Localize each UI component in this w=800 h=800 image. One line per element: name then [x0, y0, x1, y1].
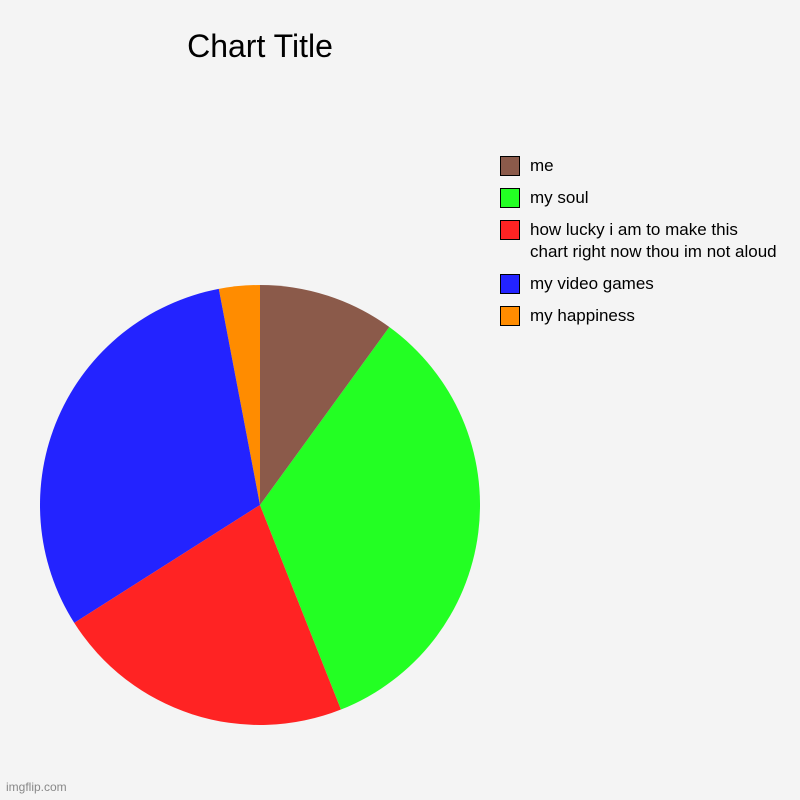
legend-swatch: [500, 188, 520, 208]
watermark: imgflip.com: [6, 780, 67, 794]
legend-swatch: [500, 306, 520, 326]
legend-item: my video games: [500, 273, 780, 295]
legend-label: my happiness: [530, 305, 780, 327]
legend: me my soul how lucky i am to make this cha…: [500, 155, 780, 338]
legend-item: how lucky i am to make this chart right …: [500, 219, 780, 263]
chart-title: Chart Title: [0, 28, 520, 65]
legend-swatch: [500, 274, 520, 294]
legend-label: me: [530, 155, 780, 177]
legend-item: my happiness: [500, 305, 780, 327]
legend-label: how lucky i am to make this chart right …: [530, 219, 780, 263]
legend-label: my video games: [530, 273, 780, 295]
legend-item: me: [500, 155, 780, 177]
legend-swatch: [500, 156, 520, 176]
legend-swatch: [500, 220, 520, 240]
legend-label: my soul: [530, 187, 780, 209]
legend-item: my soul: [500, 187, 780, 209]
pie-chart: [40, 285, 480, 725]
